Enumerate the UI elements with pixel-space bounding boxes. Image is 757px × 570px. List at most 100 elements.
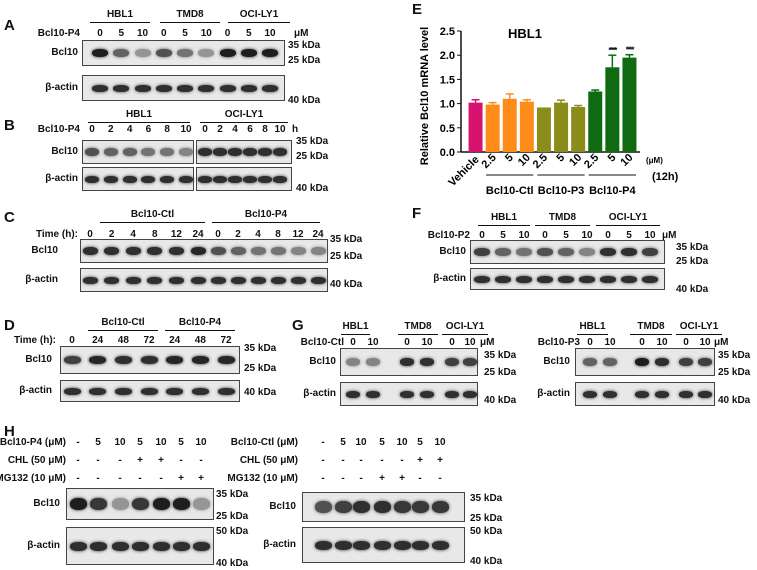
bcl10-blot xyxy=(82,140,194,164)
band xyxy=(373,501,391,513)
condition-label: CHL (50 μM) xyxy=(7,455,66,466)
group-label: Bcl10-Ctl xyxy=(101,317,145,328)
band xyxy=(314,501,332,513)
bar xyxy=(588,91,603,152)
group-label: Bcl10-P4 xyxy=(178,317,222,328)
condition-value: 10 xyxy=(396,437,408,448)
marker-label: 25 kDa xyxy=(244,363,277,374)
band xyxy=(393,501,411,513)
band xyxy=(334,540,352,550)
band xyxy=(431,501,449,513)
lane-label: 0 xyxy=(87,229,93,240)
y-tick-label: 0.5 xyxy=(440,123,455,135)
row-label-beta-actin: β-actin xyxy=(303,388,336,399)
lane-label: 24 xyxy=(92,335,104,346)
band xyxy=(346,390,360,398)
band xyxy=(172,541,190,551)
band xyxy=(228,175,242,183)
condition-value: - xyxy=(341,455,345,466)
condition-value: - xyxy=(321,473,325,484)
band xyxy=(92,84,108,92)
row-label-bcl10: Bcl10 xyxy=(269,501,296,512)
band xyxy=(642,248,658,256)
condition-label: CHL (50 μM) xyxy=(239,455,298,466)
lane-label: 10 xyxy=(264,28,276,39)
group-underline xyxy=(100,222,205,223)
row-label-bcl10: Bcl10 xyxy=(543,356,570,367)
group-underline xyxy=(478,225,530,226)
condition-value: + xyxy=(198,473,204,484)
band xyxy=(103,148,118,156)
condition-value: 10 xyxy=(355,437,367,448)
band xyxy=(155,84,172,92)
condition-value: 5 xyxy=(417,437,423,448)
band xyxy=(104,276,120,284)
row-label-bcl10: Bcl10 xyxy=(51,146,78,157)
bar xyxy=(554,102,569,152)
band xyxy=(147,276,163,284)
marker-label: 25 kDa xyxy=(288,55,321,66)
band xyxy=(583,358,597,366)
marker-label: 35 kDa xyxy=(470,493,503,504)
group-underline xyxy=(228,22,290,23)
condition-value: - xyxy=(76,437,80,448)
band xyxy=(210,276,226,284)
marker-label: 25 kDa xyxy=(718,367,751,378)
group-underline xyxy=(88,122,190,123)
group-underline xyxy=(160,22,220,23)
condition-value: - xyxy=(96,473,100,484)
group-underline xyxy=(341,334,370,335)
lane-label: 10 xyxy=(604,337,616,348)
band xyxy=(474,275,490,283)
marker-label: 40 kDa xyxy=(216,558,249,569)
band xyxy=(152,541,170,551)
y-tick-label: 2.0 xyxy=(440,50,455,62)
band xyxy=(583,390,597,398)
treatment-label: Bcl10-P2 xyxy=(427,230,470,241)
band xyxy=(270,247,286,255)
condition-label: MG132 (10 μM) xyxy=(227,473,298,484)
lane-label: 4 xyxy=(126,124,133,135)
band xyxy=(89,541,107,551)
group-label: TMD8 xyxy=(176,9,204,20)
band xyxy=(198,49,215,57)
band xyxy=(122,148,137,156)
band xyxy=(679,390,693,398)
marker-label: 40 kDa xyxy=(484,395,517,406)
panel-label: D xyxy=(4,317,15,334)
unit-label: μM xyxy=(480,337,495,348)
y-tick-label: 0.0 xyxy=(440,147,455,159)
band xyxy=(495,275,511,283)
condition-value: - xyxy=(76,473,80,484)
lane-label: 10 xyxy=(200,28,212,39)
lane-label: 12 xyxy=(292,229,304,240)
band xyxy=(411,540,429,550)
condition-value: + xyxy=(417,455,423,466)
marker-label: 50 kDa xyxy=(216,526,249,537)
group-label: OCI-LY1 xyxy=(608,212,648,223)
band xyxy=(179,175,193,183)
band xyxy=(166,387,184,395)
band xyxy=(240,84,257,92)
band xyxy=(198,148,212,156)
lane-label: 10 xyxy=(274,124,286,135)
panel-label: B xyxy=(4,117,15,134)
band xyxy=(579,248,595,256)
band xyxy=(134,84,151,92)
lane-label: 24 xyxy=(312,229,324,240)
group-underline xyxy=(398,334,438,335)
band xyxy=(516,248,532,256)
group-underline xyxy=(90,22,150,23)
condition-value: - xyxy=(159,473,163,484)
band xyxy=(113,84,130,92)
row-label-beta-actin: β-actin xyxy=(45,82,78,93)
band xyxy=(243,148,257,156)
band xyxy=(445,390,459,398)
bar xyxy=(536,107,551,152)
band xyxy=(63,387,81,395)
band xyxy=(393,540,411,550)
band xyxy=(131,498,149,510)
band xyxy=(495,248,511,256)
lane-label: 0 xyxy=(89,124,95,135)
band xyxy=(558,248,574,256)
